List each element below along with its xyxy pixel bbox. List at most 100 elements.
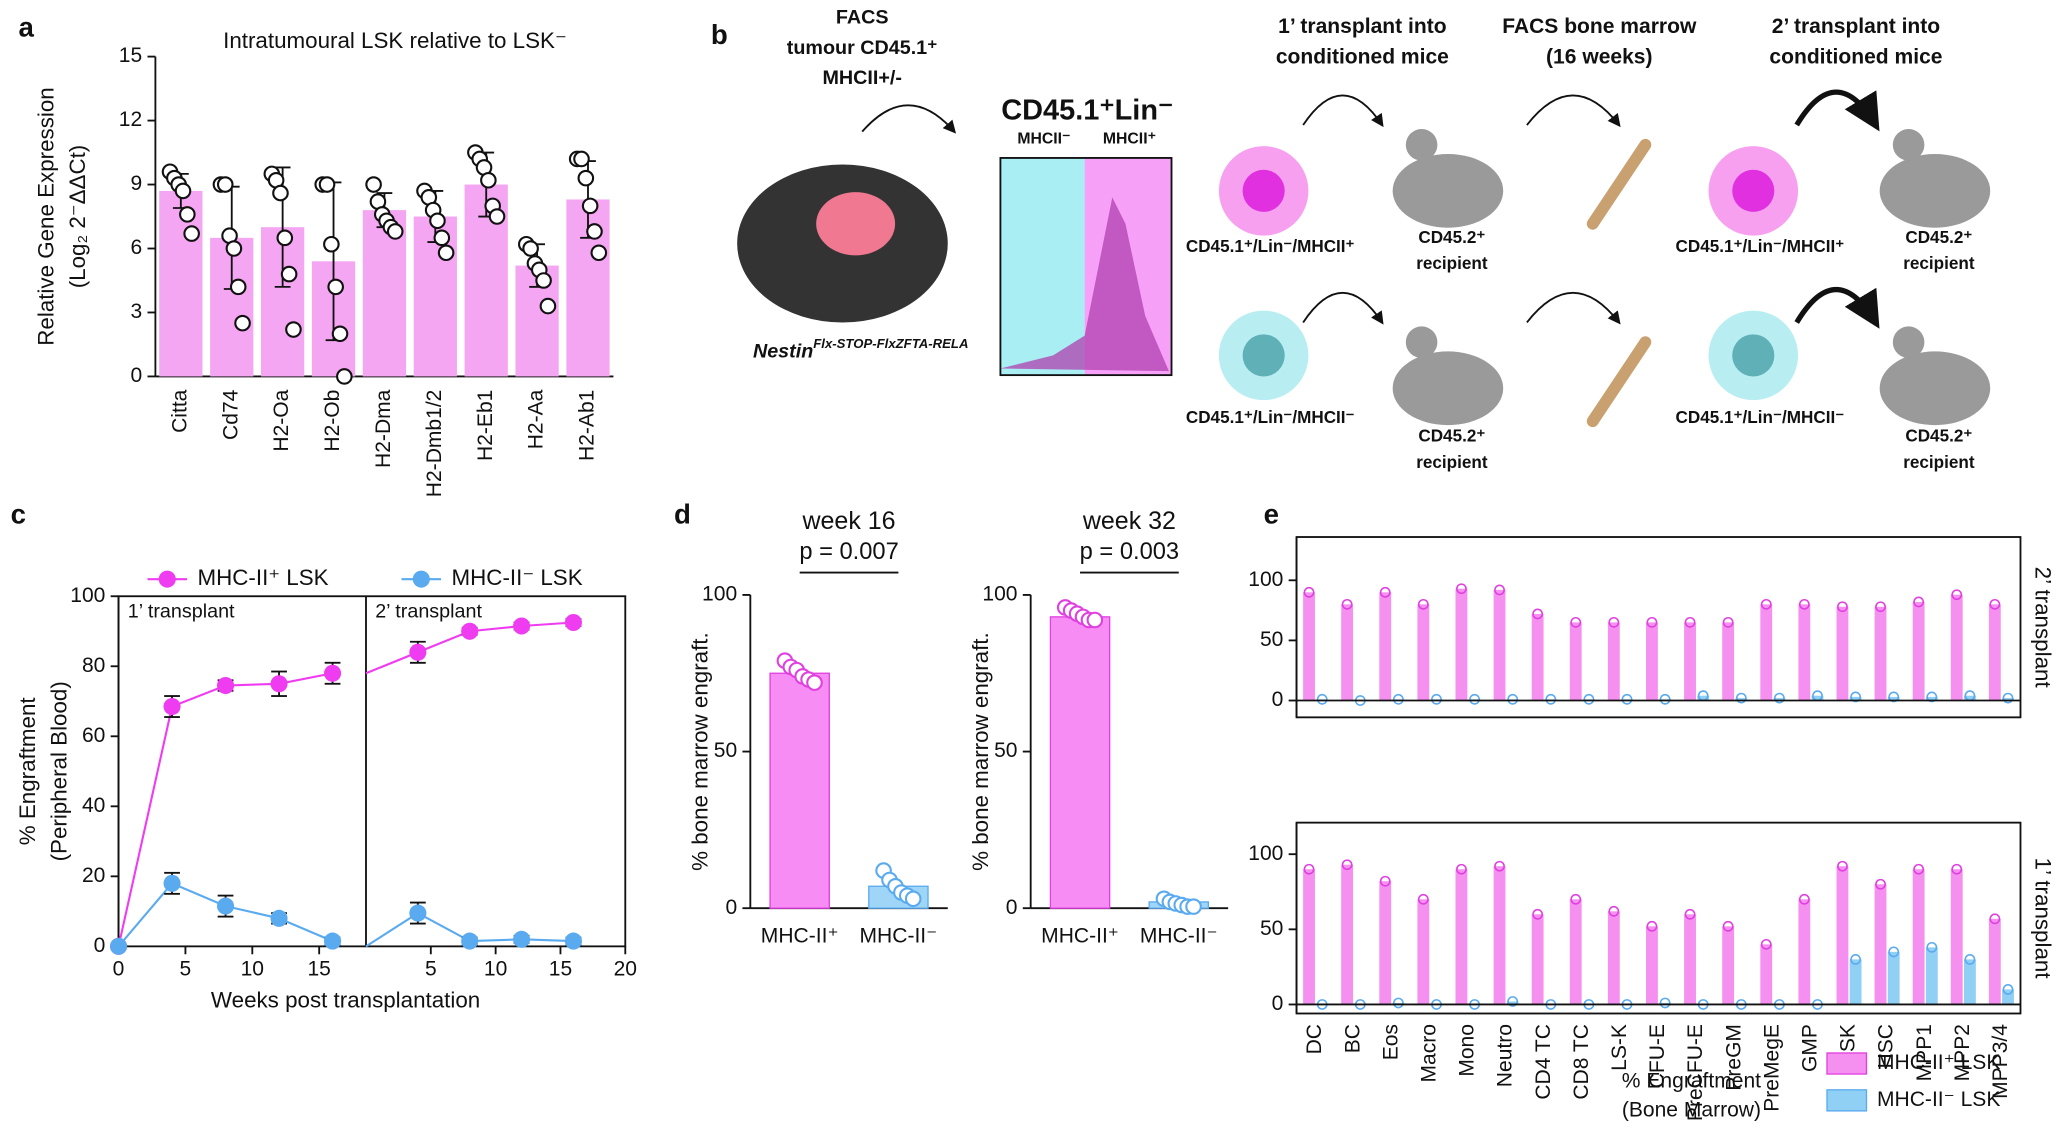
- data-point: [1798, 893, 1810, 905]
- x-tick-label: 0: [113, 958, 125, 981]
- data-point: [216, 676, 235, 695]
- y-tick-label: 0: [725, 896, 737, 919]
- gate-label: MHCII⁺: [1103, 131, 1156, 148]
- facs-title: MHCII+/-: [822, 67, 902, 89]
- facs-title: tumour CD45.1⁺: [787, 37, 938, 59]
- data-point: [179, 206, 196, 223]
- y-tick-label: 9: [131, 172, 143, 195]
- panel-label: d: [674, 498, 691, 529]
- panel-label: e: [1264, 498, 1279, 529]
- bar: [1379, 881, 1392, 1005]
- x-tick-label: MHC-II⁻: [1140, 925, 1218, 948]
- data-point: [1684, 616, 1696, 628]
- p-value: p = 0.003: [1080, 539, 1179, 565]
- bar: [413, 216, 457, 377]
- data-point: [429, 212, 446, 230]
- data-point: [1951, 589, 1963, 601]
- bar: [1684, 622, 1696, 701]
- data-point: [806, 674, 823, 691]
- gate-label: MHCII⁻: [1017, 131, 1070, 148]
- legend-swatch: [1826, 1089, 1868, 1112]
- x-tick-label: H2-Oa: [270, 389, 293, 451]
- x-tick-label: H2-Ab1: [576, 390, 599, 461]
- plot-frame: [1295, 821, 2022, 1015]
- cell-label: CD45.1⁺/Lin⁻/MHCII⁺: [1186, 237, 1355, 256]
- bar: [1722, 622, 1735, 701]
- data-point: [1684, 908, 1696, 920]
- y-tick-label: 3: [131, 300, 143, 323]
- data-point: [1583, 693, 1595, 705]
- legend-marker: [412, 570, 430, 588]
- data-point: [1760, 938, 1772, 950]
- bar: [1379, 592, 1392, 701]
- data-point: [216, 176, 234, 193]
- data-point: [409, 643, 427, 661]
- bar: [1303, 592, 1315, 701]
- data-point: [586, 223, 603, 240]
- x-tick-label: H2-Eb1: [474, 390, 497, 461]
- y-tick-label: 80: [82, 654, 105, 677]
- mouse-ear: [1405, 326, 1438, 359]
- data-point: [234, 314, 251, 332]
- data-point: [1735, 692, 1747, 704]
- gate-title: CD45.1⁺Lin⁻: [1001, 95, 1173, 127]
- data-point: [1774, 692, 1785, 704]
- plot-frame: [117, 595, 627, 948]
- panel-label: a: [19, 11, 35, 42]
- data-point: [1086, 611, 1104, 629]
- bar: [1697, 695, 1710, 701]
- bar: [1049, 616, 1111, 909]
- bar: [1417, 899, 1430, 1005]
- subplot-title: 2’ transplant: [375, 600, 482, 622]
- mouse: [1879, 153, 1991, 228]
- data-point: [513, 617, 531, 635]
- bar: [1887, 951, 1900, 1005]
- y-axis-label: Relative Gene Expression: [33, 87, 58, 346]
- chart-title: week 32: [1082, 507, 1176, 535]
- mouse: [1392, 351, 1504, 426]
- data-point: [270, 909, 288, 927]
- data-point: [573, 150, 590, 168]
- data-point: [1532, 908, 1544, 920]
- cell-label: CD45.1⁺/Lin⁻/MHCII⁻: [1186, 408, 1355, 427]
- recipient-label: recipient: [1903, 254, 1975, 273]
- data-point: [1875, 601, 1886, 613]
- bar: [1760, 604, 1773, 701]
- bar: [159, 190, 203, 377]
- chart-title: Intratumoural LSK relative to LSK⁻: [223, 28, 567, 53]
- subplot-title: 2’ transplant: [2031, 567, 2056, 689]
- x-tick-label: MPP3/4: [1989, 1024, 2012, 1099]
- bar: [2002, 989, 2014, 1005]
- data-point: [272, 184, 289, 202]
- data-point: [225, 240, 243, 257]
- x-tick-label: PreCFU-E: [1684, 1024, 1707, 1121]
- p-value: p = 0.007: [799, 539, 898, 565]
- y-tick-label: 100: [1248, 842, 1283, 865]
- bar: [1455, 588, 1468, 701]
- x-tick-label: CFU-E: [1646, 1024, 1669, 1088]
- data-point: [216, 897, 235, 915]
- mouse: [1879, 351, 1991, 426]
- data-point: [1722, 616, 1734, 628]
- x-tick-label: CD8 TC: [1570, 1024, 1593, 1100]
- data-point: [480, 171, 497, 189]
- tumour: [816, 192, 896, 256]
- data-point: [1341, 598, 1353, 610]
- data-point: [461, 622, 479, 640]
- arrow: [861, 104, 957, 134]
- step-title: 2’ transplant into: [1772, 15, 1941, 38]
- x-tick-label: H2-Dma: [372, 389, 395, 468]
- data-point: [1303, 863, 1315, 875]
- bar: [1849, 696, 1862, 701]
- data-point: [1621, 693, 1633, 705]
- facs-title: FACS: [836, 7, 889, 29]
- data-point: [1760, 598, 1772, 610]
- y-axis-label: (Log₂ 2⁻ΔΔCt): [65, 145, 90, 289]
- bar: [1836, 606, 1849, 701]
- chart-title: week 16: [801, 507, 895, 535]
- subplot-title: 1’ transplant: [2031, 858, 2056, 980]
- nucleus: [1242, 334, 1285, 377]
- data-point: [163, 874, 181, 892]
- y-axis-label: (Peripheral Blood): [47, 681, 72, 861]
